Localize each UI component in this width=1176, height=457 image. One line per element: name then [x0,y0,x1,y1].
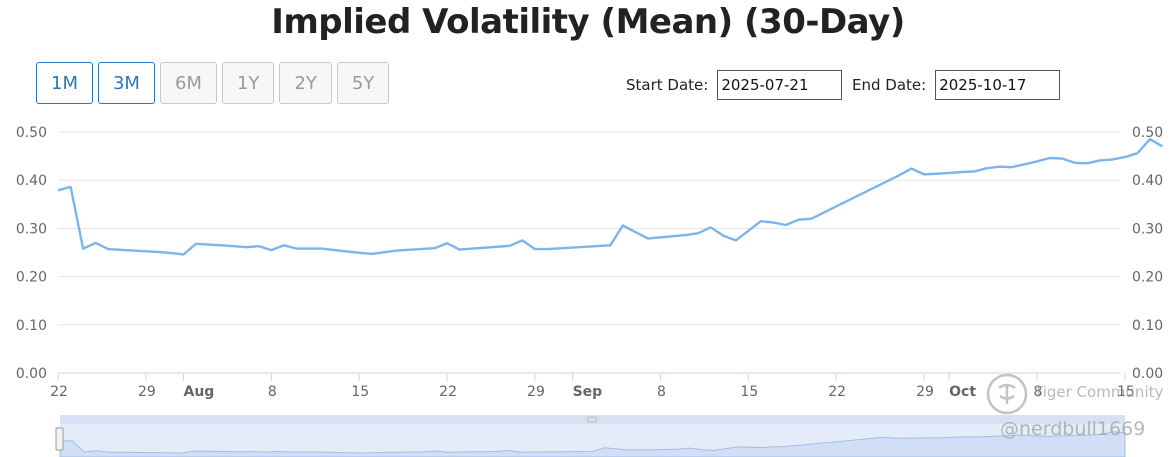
x-tick-label: 29 [916,384,934,400]
x-tick-label: 29 [138,384,156,400]
x-tick-label: 22 [439,384,457,400]
y-tick-label-right: 0.20 [1132,270,1163,286]
navigator-left-handle[interactable] [55,427,64,451]
range-button-1y[interactable]: 1Y [221,62,275,104]
end-date-control: End Date: [852,70,1061,100]
volatility-chart: 0.00 0.00 0.10 0.10 0.20 0.20 0.30 0.30 0.40 0.40… [16,125,1164,457]
y-tick-label-left: 0.50 [16,125,47,141]
x-tick-label: 15 [740,384,758,400]
x-tick-label: Sep [573,384,603,400]
x-tick-label: 8 [268,384,277,400]
range-button-6m[interactable]: 6M [159,62,217,104]
iv-series-line [57,138,1164,256]
start-date-control: Start Date: [626,70,843,100]
grid-lines [58,131,1120,374]
range-button-3m[interactable]: 3M [97,62,155,104]
y-tick-label-left: 0.00 [16,366,47,382]
x-tick-label: 29 [527,384,545,400]
watermark-handle: @nerdbull1669 [1000,418,1146,440]
x-tick-label: Oct [949,384,976,400]
range-button-5y[interactable]: 5Y [336,62,390,104]
y-tick-label-right: 0.40 [1132,173,1163,189]
navigator-series-line [59,431,1126,457]
y-tick-label-left: 0.10 [16,318,47,334]
end-date-input[interactable] [935,70,1061,100]
y-tick-label-right: 0.10 [1132,318,1163,334]
navigator-scrollbar[interactable] [60,415,1125,424]
range-navigator[interactable] [55,415,1126,457]
x-tick-label: 22 [50,384,68,400]
y-tick-label-left: 0.40 [16,173,47,189]
range-button-1m[interactable]: 1M [36,62,93,104]
y-tick-label-right: 0.30 [1132,221,1163,237]
y-axis-ticks: 0.00 0.00 0.10 0.10 0.20 0.20 0.30 0.30 0.40 0.40… [16,125,1163,382]
y-tick-label-right: 0.00 [1132,366,1163,382]
x-tick-label: 8 [1034,384,1043,400]
x-axis-ticks: 22 29 Aug 8 15 22 29 Sep 8 15 22 29 Oct 8 15 [50,373,1135,400]
x-tick-label: Aug [184,384,215,400]
end-date-label: End Date: [852,76,927,94]
start-date-input[interactable] [717,70,843,100]
navigator-grip[interactable] [587,416,597,423]
tiger-logo-icon [986,373,1028,415]
y-tick-label-left: 0.30 [16,221,47,237]
range-selector: 1M 3M 6M 1Y 2Y 5Y [36,62,390,104]
range-button-2y[interactable]: 2Y [279,62,332,104]
x-tick-label: 22 [828,384,846,400]
y-tick-label-right: 0.50 [1132,125,1163,141]
x-tick-label: 15 [1117,384,1135,400]
start-date-label: Start Date: [626,76,709,94]
watermark-brand: Tiger Community [1034,383,1164,401]
chart-title: Implied Volatility (Mean) (30-Day) [271,2,905,42]
y-tick-label-left: 0.20 [16,270,47,286]
x-tick-label: 8 [657,384,666,400]
x-tick-label: 15 [351,384,369,400]
